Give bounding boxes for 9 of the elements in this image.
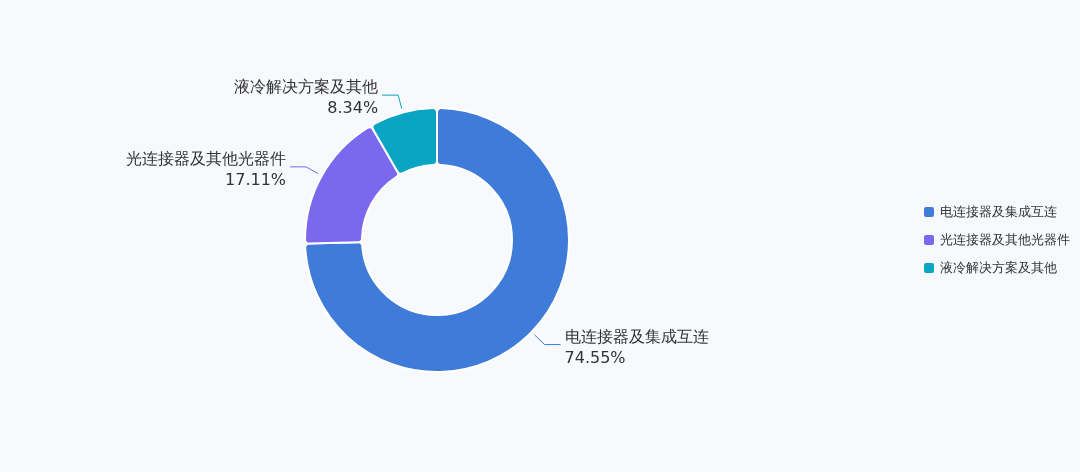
slice-label: 光连接器及其他光器件	[126, 148, 287, 168]
legend-label: 液冷解决方案及其他	[940, 259, 1057, 277]
legend-label: 光连接器及其他光器件	[940, 231, 1070, 249]
data-label: 74.55%	[564, 347, 626, 367]
legend-label: 电连接器及集成互连	[940, 203, 1057, 221]
data-label: 8.34%	[327, 98, 379, 118]
data-label: 17.11%	[225, 169, 287, 189]
slice-label: 电连接器及集成互连	[564, 326, 709, 346]
slice-label: 液冷解决方案及其他	[234, 77, 379, 97]
